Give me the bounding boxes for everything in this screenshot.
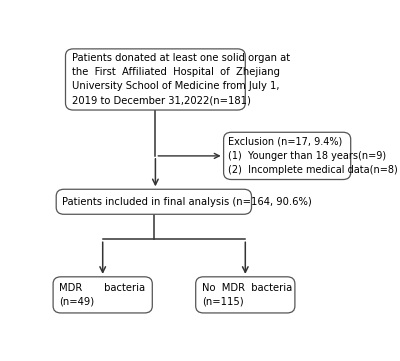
Text: Patients included in final analysis (n=164, 90.6%): Patients included in final analysis (n=1… <box>62 197 312 207</box>
FancyBboxPatch shape <box>196 277 295 313</box>
Text: No  MDR  bacteria
(n=115): No MDR bacteria (n=115) <box>202 283 292 307</box>
FancyBboxPatch shape <box>53 277 152 313</box>
FancyBboxPatch shape <box>56 189 252 214</box>
Text: Exclusion (n=17, 9.4%)
(1)  Younger than 18 years(n=9)
(2)  Incomplete medical d: Exclusion (n=17, 9.4%) (1) Younger than … <box>228 137 398 175</box>
FancyBboxPatch shape <box>224 132 351 179</box>
Text: Patients donated at least one solid organ at
the  First  Affiliated  Hospital  o: Patients donated at least one solid orga… <box>72 53 290 105</box>
Text: MDR       bacteria
(n=49): MDR bacteria (n=49) <box>59 283 146 307</box>
FancyBboxPatch shape <box>66 49 245 110</box>
